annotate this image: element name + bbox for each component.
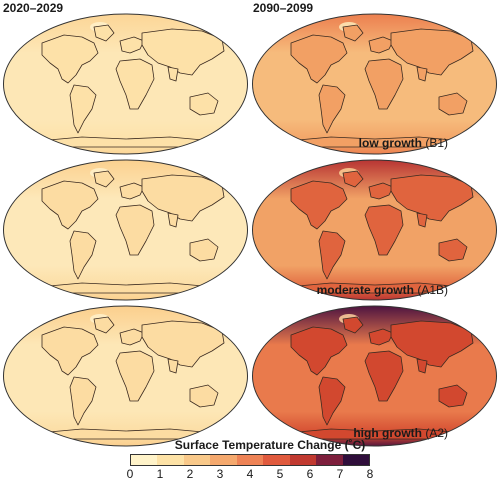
colorbar-tick-4: 4 (246, 467, 254, 481)
colorbar (130, 454, 370, 466)
colorbar-tick-6: 6 (306, 467, 314, 481)
colorbar-swatch-2 (183, 455, 211, 465)
scenario-name: moderate growth (316, 283, 414, 297)
scenario-label-low: low growth (B1) (359, 136, 448, 150)
colorbar-tick-7: 7 (336, 467, 344, 481)
map-low-growth-early (2, 13, 249, 155)
period-label-right: 2090–2099 (253, 1, 314, 15)
colorbar-tick-8: 8 (366, 467, 374, 481)
scenario-name: high growth (353, 426, 422, 440)
map-low-growth-late (251, 13, 498, 155)
colorbar-tick-5: 5 (276, 467, 284, 481)
colorbar-swatch-7 (316, 455, 343, 465)
map-high-growth-late (251, 305, 498, 447)
colorbar-tick-0: 0 (126, 467, 134, 481)
scenario-name: low growth (358, 136, 422, 150)
map-moderate-growth-late (251, 159, 498, 301)
scenario-code: (A1B) (417, 283, 448, 297)
map-moderate-growth-early (2, 159, 249, 301)
scenario-label-high: high growth (A2) (353, 426, 448, 440)
colorbar-tick-2: 2 (186, 467, 194, 481)
colorbar-swatch-8 (342, 455, 369, 465)
colorbar-swatch-3 (210, 455, 237, 465)
scenario-code: (B1) (425, 136, 448, 150)
legend-title: Surface Temperature Change (˚C) (174, 438, 366, 452)
colorbar-swatch-5 (263, 455, 290, 465)
scenario-label-moderate: moderate growth (A1B) (317, 283, 448, 297)
colorbar-swatch-0 (131, 455, 158, 465)
colorbar-swatch-1 (157, 455, 184, 465)
scenario-code: (A2) (425, 426, 448, 440)
colorbar-swatch-4 (236, 455, 264, 465)
period-label-left: 2020–2029 (3, 1, 64, 15)
colorbar-tick-3: 3 (216, 467, 224, 481)
map-high-growth-early (2, 305, 249, 447)
colorbar-tick-1: 1 (156, 467, 164, 481)
colorbar-swatch-6 (289, 455, 317, 465)
